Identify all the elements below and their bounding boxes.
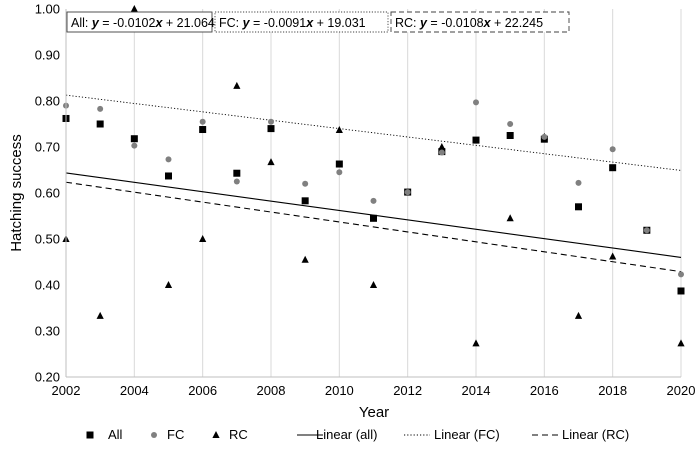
- x-tick-label: 2002: [52, 383, 81, 398]
- data-point-all: [199, 126, 207, 134]
- data-point-all: [165, 172, 172, 180]
- y-tick-label: 0.30: [35, 324, 60, 339]
- data-point-fc: [643, 227, 650, 234]
- y-tick-label: 0.80: [35, 94, 60, 109]
- equation-text-fc: FC: y = -0.0091x + 19.031: [219, 16, 366, 30]
- data-point-fc: [199, 118, 206, 125]
- data-point-fc: [370, 197, 377, 204]
- x-tick-label: 2020: [667, 383, 696, 398]
- y-tick-label: 0.90: [35, 48, 60, 63]
- equation-text-rc: RC: y = -0.0108x + 22.245: [395, 16, 543, 30]
- x-tick-label: 2012: [393, 383, 422, 398]
- x-tick-label: 2004: [120, 383, 149, 398]
- y-tick-label: 1.00: [35, 2, 60, 17]
- data-point-rc: [677, 339, 685, 347]
- data-point-rc: [233, 81, 241, 89]
- data-point-rc: [574, 311, 583, 319]
- y-tick-label: 0.70: [35, 140, 60, 155]
- data-point-rc: [130, 5, 138, 12]
- data-point-all: [575, 203, 582, 211]
- legend-item-rc-swatch: [212, 431, 220, 438]
- data-point-fc: [609, 146, 616, 153]
- data-point-fc: [438, 149, 445, 156]
- data-point-all: [472, 136, 480, 144]
- equation-box-fc: [214, 11, 389, 33]
- data-point-rc: [335, 125, 343, 133]
- data-point-rc: [199, 235, 207, 242]
- y-tick-label: 0.50: [35, 232, 60, 247]
- data-point-fc: [131, 142, 138, 149]
- data-point-rc: [609, 252, 617, 260]
- data-point-fc: [165, 156, 172, 163]
- data-point-rc: [472, 339, 480, 347]
- data-point-fc: [678, 271, 684, 278]
- data-point-fc: [268, 118, 274, 125]
- legend-item-fc-label: FC: [167, 427, 184, 442]
- axis-layer: 2002 2004 2006 2008 2010 2012 2014 2016 2018 2020…: [35, 2, 696, 399]
- legend-item-linear-rc-label: Linear (RC): [562, 427, 629, 442]
- equation-text-all: All: y = -0.0102x + 21.064: [71, 16, 215, 30]
- data-point-all: [335, 160, 343, 168]
- data-point-fc: [302, 180, 309, 187]
- trendline-rc: [65, 181, 682, 273]
- data-point-all: [370, 214, 377, 222]
- data-point-all: [233, 169, 241, 177]
- data-point-all: [506, 132, 514, 139]
- x-tick-label: 2006: [188, 383, 217, 398]
- data-point-rc: [301, 255, 309, 263]
- x-tick-label: 2010: [325, 383, 354, 398]
- data-point-fc: [575, 179, 582, 186]
- legend-item-all-swatch: [86, 431, 94, 439]
- data-point-all: [267, 125, 275, 133]
- data-point-fc: [404, 189, 411, 196]
- legend-item-all-label: All: [108, 427, 123, 442]
- data-point-fc: [97, 105, 104, 112]
- data-point-all: [677, 287, 685, 295]
- equation-layer: All: y = -0.0102x + 21.064 FC: y = -0.009…: [66, 11, 570, 33]
- y-tick-label: 0.20: [35, 370, 60, 385]
- data-point-all: [130, 135, 138, 143]
- grid-layer: [65, 9, 682, 377]
- trendline-layer: [65, 94, 682, 273]
- y-tick-label: 0.40: [35, 278, 60, 293]
- data-point-rc: [506, 214, 514, 222]
- legend-item-linear-fc-label: Linear (FC): [434, 427, 500, 442]
- data-point-all: [301, 197, 309, 205]
- data-point-rc: [267, 158, 275, 166]
- trendline-fc: [65, 94, 682, 171]
- data-point-fc: [336, 169, 343, 176]
- data-point-fc: [473, 99, 479, 106]
- equation-box-all: [66, 11, 213, 33]
- data-point-fc: [233, 178, 240, 185]
- data-point-all: [96, 120, 104, 128]
- data-point-rc: [369, 281, 378, 288]
- y-tick-label: 0.60: [35, 186, 60, 201]
- x-tick-label: 2018: [598, 383, 627, 398]
- equation-box-rc: [390, 11, 570, 33]
- legend-item-fc-swatch: [151, 432, 157, 438]
- legend-item-rc-label: RC: [229, 427, 248, 442]
- x-tick-label: 2008: [257, 383, 286, 398]
- x-tick-label: 2014: [462, 383, 491, 398]
- data-point-all: [609, 164, 617, 172]
- y-axis-title: Hatching success: [8, 134, 25, 252]
- x-axis-title: Year: [359, 404, 389, 421]
- data-point-rc: [96, 311, 104, 319]
- data-point-fc: [507, 121, 514, 127]
- data-point-fc: [541, 133, 548, 140]
- legend-item-linear-all-label: Linear (all): [316, 427, 377, 442]
- x-tick-label: 2016: [530, 383, 559, 398]
- data-point-rc: [164, 281, 173, 288]
- legend: All FC RC Linear (all) Linear (FC) Linear (RC…: [86, 427, 629, 442]
- data-points-layer: [62, 5, 685, 347]
